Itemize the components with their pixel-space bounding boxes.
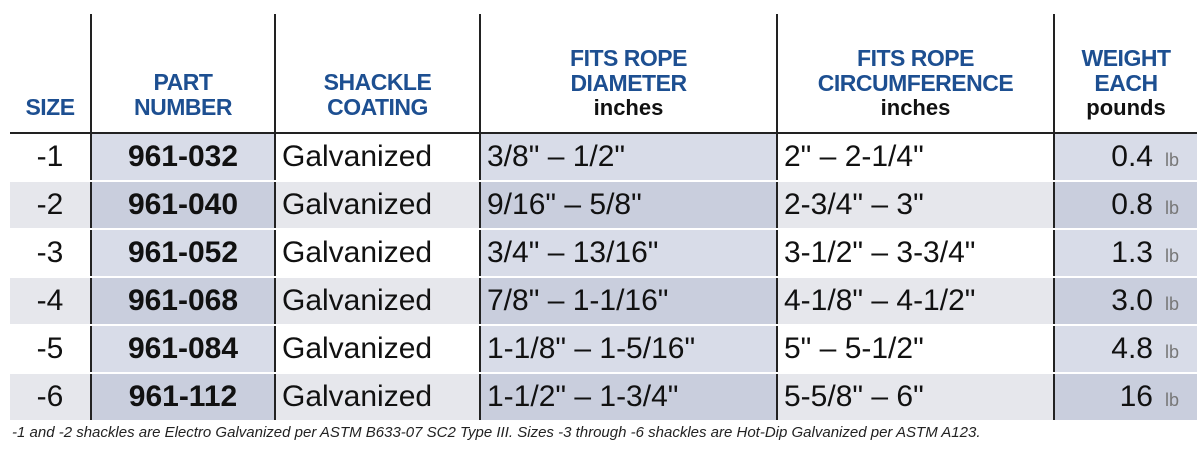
table-cell: 1-1/8" – 1-5/16" — [479, 325, 777, 374]
header-title: COATING — [327, 94, 428, 120]
table-cell: Galvanized — [274, 373, 480, 422]
table-cell: 2" – 2-1/4" — [776, 133, 1054, 182]
table-row: -4 961-068 Galvanized 7/8" – 1-1/16" 4-1/8" … — [10, 277, 1197, 326]
column-header: PART NUMBER — [90, 14, 275, 134]
header-title: PART — [153, 69, 213, 95]
table-cell: 16 lb — [1053, 373, 1197, 422]
weight-unit: lb — [1164, 150, 1179, 170]
weight-unit: lb — [1164, 246, 1179, 266]
weight-value: 0.8 — [1111, 188, 1153, 221]
table-row: -2 961-040 Galvanized 9/16" – 5/8" 2-3/4" – … — [10, 181, 1197, 230]
table-cell: 1-1/2" – 1-3/4" — [479, 373, 777, 422]
table-cell: 961-052 — [90, 229, 275, 278]
table-cell: Galvanized — [274, 133, 480, 182]
table-cell: 2-3/4" – 3" — [776, 181, 1054, 230]
header-title: WEIGHT — [1081, 45, 1172, 71]
table-cell: Galvanized — [274, 229, 480, 278]
table-cell: 0.8 lb — [1053, 181, 1197, 230]
weight-unit: lb — [1164, 342, 1179, 362]
weight-value: 3.0 — [1111, 284, 1153, 317]
header-title: NUMBER — [134, 94, 232, 120]
table-cell: 961-068 — [90, 277, 275, 326]
table-cell: -5 — [10, 325, 91, 374]
column-header: SHACKLE COATING — [274, 14, 480, 134]
header-unit: inches — [880, 95, 951, 120]
column-header: FITS ROPE DIAMETER inches — [479, 14, 777, 134]
header-unit: pounds — [1086, 95, 1166, 120]
column-header: SIZE — [10, 14, 91, 134]
header-unit: inches — [593, 95, 664, 120]
weight-value: 0.4 — [1111, 140, 1153, 173]
table-cell: 5-5/8" – 6" — [776, 373, 1054, 422]
table-cell: 3-1/2" – 3-3/4" — [776, 229, 1054, 278]
header-title: SHACKLE — [323, 69, 432, 95]
weight-value: 1.3 — [1111, 236, 1153, 269]
weight-value: 4.8 — [1111, 332, 1153, 365]
column-header: FITS ROPE CIRCUMFERENCE inches — [776, 14, 1054, 134]
table-cell: 5" – 5-1/2" — [776, 325, 1054, 374]
table-cell: -1 — [10, 133, 91, 182]
column-header: WEIGHT EACH pounds — [1053, 14, 1197, 134]
weight-unit: lb — [1164, 390, 1179, 410]
table-cell: 1.3 lb — [1053, 229, 1197, 278]
table-cell: -4 — [10, 277, 91, 326]
table-cell: 3.0 lb — [1053, 277, 1197, 326]
table-cell: 4-1/8" – 4-1/2" — [776, 277, 1054, 326]
header-title: EACH — [1094, 70, 1158, 96]
table-cell: 0.4 lb — [1053, 133, 1197, 182]
table-cell: Galvanized — [274, 277, 480, 326]
header-title: FITS ROPE — [570, 45, 687, 71]
table-cell: 7/8" – 1-1/16" — [479, 277, 777, 326]
shackle-table: SIZE PART NUMBER SHACKLE COATING FITS ROPE DIA… — [10, 14, 1197, 422]
table-cell: 3/4" – 13/16" — [479, 229, 777, 278]
table-cell: 9/16" – 5/8" — [479, 181, 777, 230]
table-cell: 961-112 — [90, 373, 275, 422]
weight-unit: lb — [1164, 294, 1179, 314]
table-row: -5 961-084 Galvanized 1-1/8" – 1-5/16" 5" – … — [10, 325, 1197, 374]
header-title: FITS ROPE — [857, 45, 974, 71]
table-cell: Galvanized — [274, 181, 480, 230]
header-title: CIRCUMFERENCE — [817, 70, 1014, 96]
table-cell: -2 — [10, 181, 91, 230]
footnote: -1 and -2 shackles are Electro Galvanize… — [12, 424, 981, 441]
table-row: -1 961-032 Galvanized 3/8" – 1/2" 2" – 2-1/4… — [10, 133, 1197, 182]
table-cell: 961-032 — [90, 133, 275, 182]
table-cell: -3 — [10, 229, 91, 278]
table-cell: Galvanized — [274, 325, 480, 374]
weight-unit: lb — [1164, 198, 1179, 218]
table-row: -3 961-052 Galvanized 3/4" – 13/16" 3-1/2" –… — [10, 229, 1197, 278]
table-row: -6 961-112 Galvanized 1-1/2" – 1-3/4" 5-5/8"… — [10, 373, 1197, 422]
table-cell: -6 — [10, 373, 91, 422]
table-cell: 961-040 — [90, 181, 275, 230]
weight-value: 16 — [1119, 380, 1153, 413]
table-cell: 961-084 — [90, 325, 275, 374]
header-title: DIAMETER — [570, 70, 687, 96]
header-title: SIZE — [25, 94, 75, 120]
table-cell: 4.8 lb — [1053, 325, 1197, 374]
table-cell: 3/8" – 1/2" — [479, 133, 777, 182]
